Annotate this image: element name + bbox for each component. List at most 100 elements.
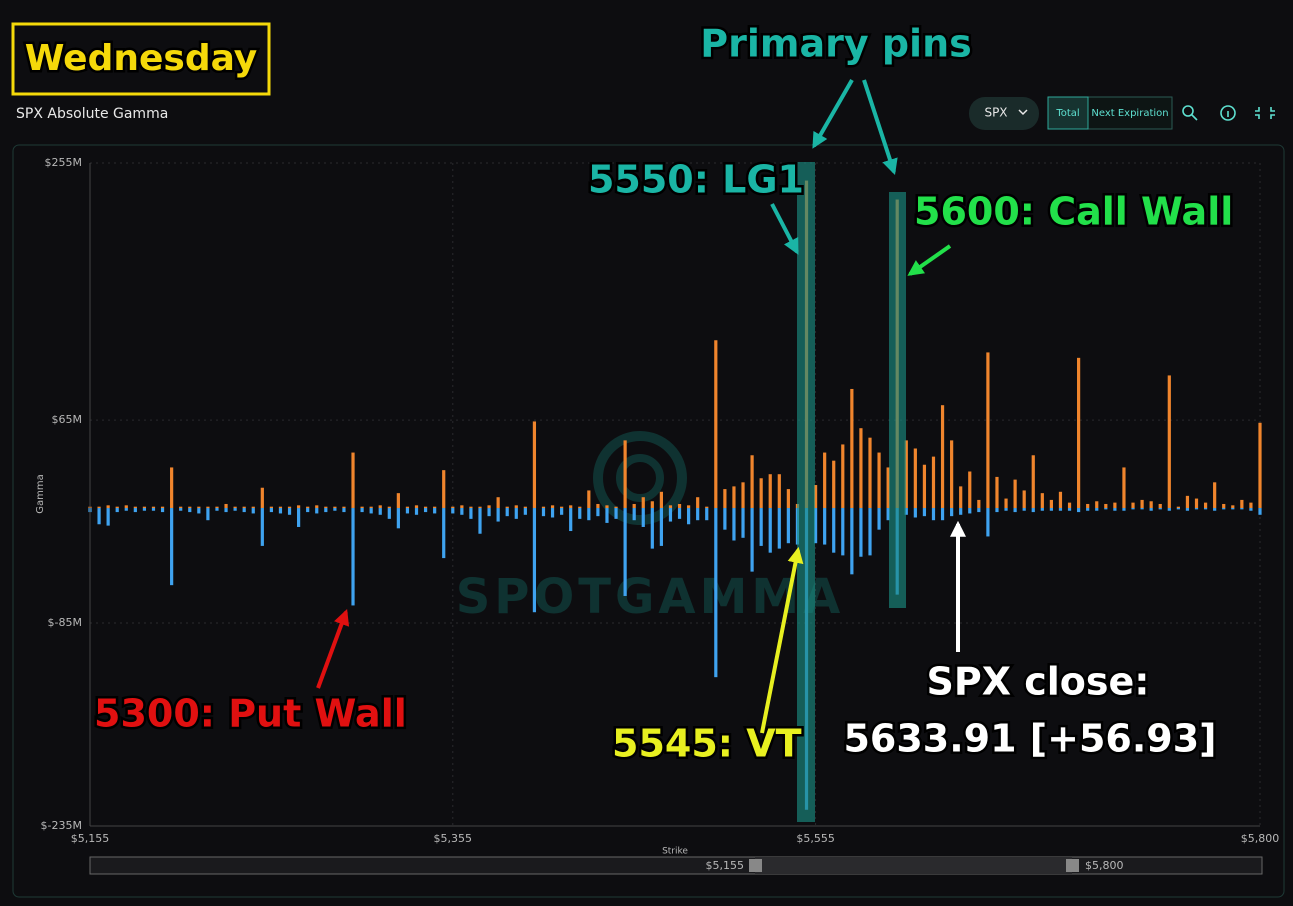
bar [124,505,128,509]
next-button[interactable]: Next Expiration [1091,108,1168,119]
bar [1185,508,1190,511]
bar [278,508,283,514]
bar [1194,498,1199,509]
bar [251,506,255,509]
bar [886,508,890,521]
bar [1176,508,1180,510]
bar [1149,508,1153,511]
bar [1222,508,1226,510]
bar [650,508,654,549]
bar [541,506,546,509]
panel [12,144,1285,898]
vt-label: 5545: VT [612,722,802,766]
bar [387,506,391,509]
bar [532,508,537,613]
bar [741,482,745,509]
bar [414,508,419,515]
lg1-label: 5550: LG1 [588,158,804,202]
bar [786,489,790,509]
bar [142,508,147,511]
bar [623,440,627,509]
lg1-highlight [797,162,815,822]
bar [287,506,292,509]
bar [369,508,373,514]
symbol-select[interactable] [969,97,1039,130]
watermark-text: SPOTGAMMA [456,569,845,625]
bar [124,508,128,511]
bar [614,508,618,519]
bar [922,464,927,509]
bar [968,508,972,514]
bar [1113,508,1117,511]
bar [659,508,663,546]
bar [677,508,682,519]
total-button[interactable] [1047,96,1089,130]
arrow [770,203,799,255]
bar [1140,508,1144,510]
fullscreen-icon[interactable] [1255,107,1275,119]
slider-handle[interactable] [749,859,762,872]
bar [433,508,437,514]
bar [451,508,455,514]
bar [1203,502,1208,509]
bar [623,508,627,596]
bar [97,506,101,509]
call-wall-label: 5600: Call Wall [914,190,1233,234]
arrow [862,79,898,176]
info-icon[interactable] [1220,105,1236,121]
bar [1067,508,1072,511]
bar [478,506,482,509]
x-axis-title: Strike [662,847,688,857]
bar [569,505,573,509]
bar [1158,503,1162,509]
bar [723,508,727,530]
bar [179,506,183,509]
bar [1167,375,1171,509]
y-tick-label: $-235M [41,819,82,832]
bar [115,508,119,513]
bar [922,508,927,517]
bar [759,508,763,546]
bar [977,508,981,513]
bar [1095,501,1099,509]
bar [696,508,700,521]
bar [1213,482,1217,509]
bar [696,497,700,509]
bar [596,503,600,509]
y-tick-label: $255M [45,156,83,169]
bar [351,452,355,509]
bar [714,508,718,678]
y-axis-title: Gamma [35,474,46,514]
search-icon[interactable] [1182,105,1194,117]
bar [786,508,790,544]
bar [1167,508,1171,511]
bar [1176,506,1180,509]
bar [668,508,673,522]
bar [1095,508,1099,511]
bar [233,508,237,511]
bar [1113,502,1117,509]
heading-box [11,22,271,96]
bar [1203,508,1208,510]
bar [931,456,936,509]
bar [913,448,917,509]
bar [968,471,972,509]
bar [1131,508,1135,510]
bar [768,474,772,509]
bar [1077,357,1081,509]
bar [550,505,555,509]
bar [587,508,591,521]
bar [632,508,636,521]
bar [1022,508,1026,511]
slider-handle[interactable] [1066,859,1079,872]
bar [224,503,228,509]
bar [714,340,718,509]
bar [106,508,110,526]
bar [823,508,827,545]
bar [342,506,346,509]
bar [687,508,691,525]
range-selection [755,857,1072,874]
bar [487,508,491,517]
bar [1049,508,1053,511]
bar [578,506,582,509]
